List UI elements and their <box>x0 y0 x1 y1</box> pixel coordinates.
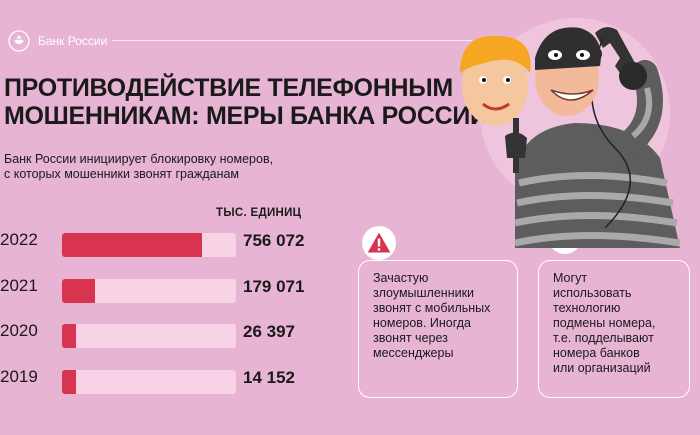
bank-emblem-icon <box>8 30 30 52</box>
subtitle: Банк России инициирует блокировку номеро… <box>4 152 273 182</box>
info-card-mobile-line: Зачастую <box>373 271 429 285</box>
bar-track <box>62 279 236 303</box>
bar-category-label: 2020 <box>0 321 38 340</box>
info-card-spoofing-line: подмены номера, <box>553 316 656 330</box>
bar-category-label: 2022 <box>0 230 38 249</box>
brand-name: Банк России <box>38 34 108 48</box>
warning-icon <box>362 226 396 260</box>
info-card-mobile-line: злоумышленники <box>373 286 475 300</box>
bar-category-label: 2021 <box>0 276 38 295</box>
bar-2019 <box>62 370 76 394</box>
info-card-spoofing-line: или организаций <box>553 361 651 375</box>
bar-value-label: 14 152 <box>243 368 295 387</box>
bar-value-label: 26 397 <box>243 322 295 341</box>
info-card-mobile-text: Зачастую злоумышленники звонят с мобильных… <box>373 271 490 361</box>
units-label: ТЫС. ЕДИНИЦ <box>216 207 302 219</box>
bar-2022 <box>62 233 202 257</box>
info-card-spoofing-line: т.е. подделывают <box>553 331 654 345</box>
info-card-mobile-line: номеров. Иногда <box>373 316 471 330</box>
subtitle-line-2: с которых мошенники звонят гражданам <box>4 167 240 181</box>
info-card-mobile-line: звонят через <box>373 331 448 345</box>
info-card-mobile-line: звонят с мобильных <box>373 301 491 315</box>
info-card-spoofing-line: технологию <box>553 301 621 315</box>
bar-track <box>62 233 236 257</box>
bar-track <box>62 324 236 348</box>
info-card-spoofing-text: Могут использовать технологию подмены номер… <box>553 271 655 376</box>
bar-track <box>62 370 236 394</box>
title-line-2: МОШЕННИКАМ: МЕРЫ БАНКА РОССИИ <box>4 102 488 130</box>
bar-2021 <box>62 279 95 303</box>
bar-2020 <box>62 324 76 348</box>
info-card-spoofing-line: Могут <box>553 271 588 285</box>
subtitle-line-1: Банк России инициирует блокировку номеро… <box>4 152 274 166</box>
info-card-mobile-line: мессенджеры <box>373 346 454 360</box>
title-line-1: ПРОТИВОДЕЙСТВИЕ ТЕЛЕФОННЫМ <box>4 74 453 102</box>
bar-category-label: 2019 <box>0 367 38 386</box>
fraudster-illustration <box>460 18 681 248</box>
bank-logo: Банк России <box>8 30 107 52</box>
bar-value-label: 756 072 <box>243 231 305 250</box>
page-title: ПРОТИВОДЕЙСТВИЕ ТЕЛЕФОННЫМ МОШЕННИКАМ: М… <box>4 74 488 130</box>
info-card-spoofing: Могут использовать технологию подмены номер… <box>538 260 690 398</box>
bar-value-label: 179 071 <box>243 277 305 296</box>
header-divider <box>112 40 472 41</box>
info-card-mobile: Зачастую злоумышленники звонят с мобильных… <box>358 260 518 398</box>
info-card-spoofing-line: использовать <box>553 286 632 300</box>
info-card-spoofing-line: номера банков <box>553 346 640 360</box>
